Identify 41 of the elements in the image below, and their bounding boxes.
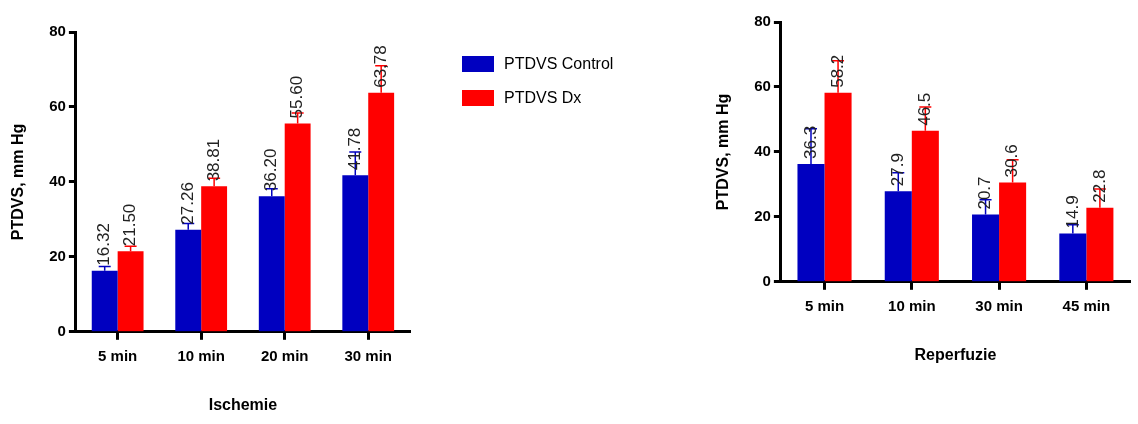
y-tick-label: 80 <box>754 12 771 30</box>
data-label: 30.6 <box>1002 144 1022 178</box>
data-label: 27.9 <box>887 153 907 187</box>
x-tick-label: 45 min <box>1062 296 1111 314</box>
data-label: 58.2 <box>827 54 847 88</box>
y-tick-label: 80 <box>49 22 66 40</box>
x-tick-label: 30 min <box>344 346 392 364</box>
legend-label: PTDVS Dx <box>504 89 582 107</box>
x-tick-label: 10 min <box>888 296 936 314</box>
y-tick-label: 40 <box>49 172 66 190</box>
y-axis-title: PTDVS, mm Hg <box>714 93 732 211</box>
data-label: 21.50 <box>120 203 140 247</box>
y-tick-label: 60 <box>49 97 66 115</box>
y-tick-label: 20 <box>49 246 66 264</box>
data-label: 41.78 <box>344 127 364 171</box>
y-axis-title: PTDVS, mm Hg <box>9 123 27 241</box>
x-tick-label: 30 min <box>975 296 1023 314</box>
x-axis-title: Ischemie <box>208 395 278 413</box>
y-tick-label: 20 <box>754 206 771 224</box>
data-label: 27.26 <box>177 182 197 225</box>
data-label: 14.9 <box>1062 195 1082 229</box>
x-axis-title: Reperfuzie <box>914 345 997 363</box>
bar <box>91 270 118 332</box>
y-tick-label: 0 <box>762 271 771 289</box>
data-label: 63,78 <box>370 45 390 88</box>
y-tick-label: 40 <box>754 142 771 160</box>
x-tick-label: 20 min <box>260 346 309 364</box>
data-label: 22.8 <box>1089 169 1109 203</box>
data-label: 20.7 <box>975 176 995 210</box>
x-tick-label: 10 min <box>177 346 225 364</box>
data-label: 38.81 <box>203 138 223 182</box>
data-label: 36.3 <box>800 125 820 159</box>
x-tick-label: 5 min <box>804 296 845 314</box>
y-tick-label: 0 <box>57 321 66 339</box>
data-label: 46.5 <box>915 92 935 126</box>
data-label: 16.32 <box>94 223 114 266</box>
y-tick-label: 60 <box>754 77 771 95</box>
x-tick-label: 5 min <box>98 346 138 364</box>
legend-label: PTDVS Control <box>504 55 614 73</box>
data-label: 55.60 <box>287 75 307 119</box>
data-label: 36.20 <box>261 148 281 192</box>
